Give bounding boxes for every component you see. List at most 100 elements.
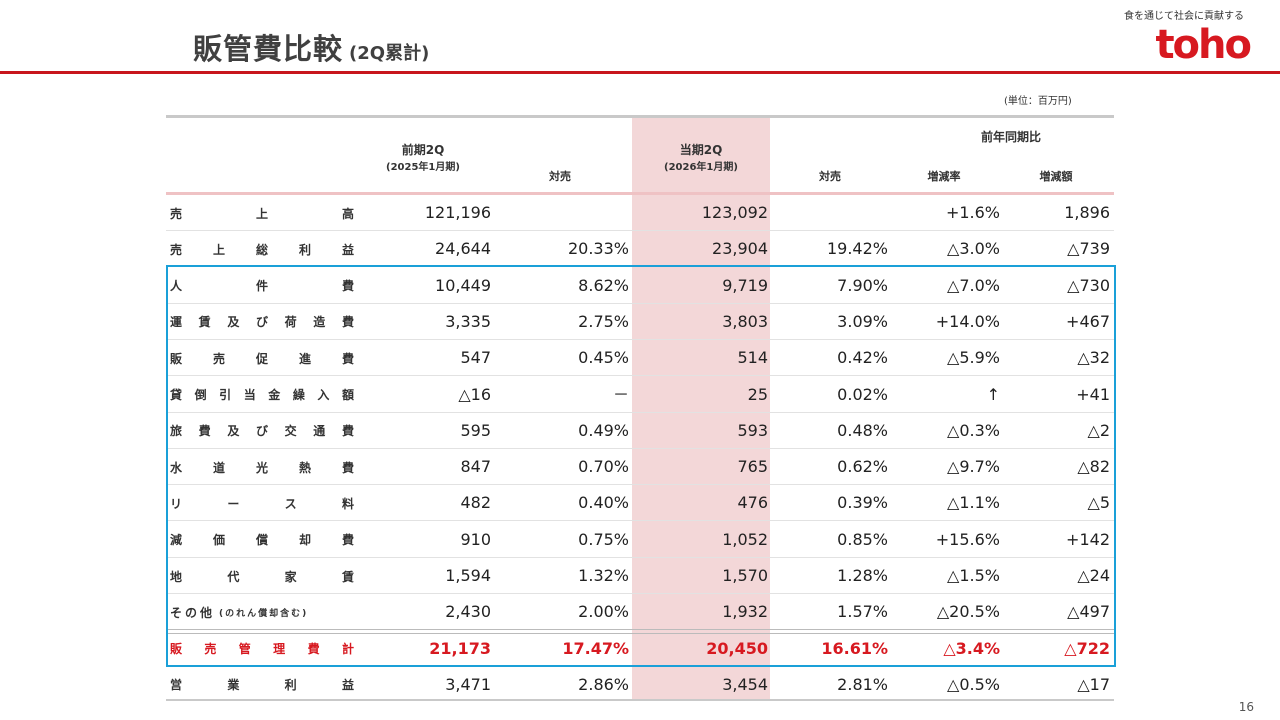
cell-curr: 123,092: [701, 203, 768, 222]
row-label-main: その他: [170, 605, 216, 620]
table-row: その他 (のれん償却含む) 2,430 2.00% 1,932 1.57% △20.5% △4…: [166, 594, 1114, 630]
cell-diff: +142: [1066, 529, 1110, 549]
cell-prev: 3,335: [445, 311, 491, 331]
row-divider: [166, 593, 1114, 594]
table-top-rule: [166, 115, 1114, 118]
current-period-highlight: [632, 117, 770, 700]
cell-prev-ratio: －: [612, 384, 629, 404]
row-label-char: 売: [212, 351, 225, 366]
row-label-char: 価: [212, 533, 225, 548]
cell-curr: 3,803: [722, 311, 768, 331]
row-label-char: 促: [255, 351, 268, 366]
col-diff-header: 増減額: [1039, 170, 1073, 183]
col-prev-header: 前期2Q: [401, 143, 445, 157]
row-label-char: 費: [341, 351, 354, 366]
cell-prev: 595: [460, 420, 491, 440]
table-row: 貸倒引当金繰入額 △16 － 25 0.02% ↑ +41: [166, 377, 1114, 413]
cell-curr-ratio: 0.48%: [837, 420, 888, 440]
col-prev-subheader: (2025年1月期): [386, 162, 460, 173]
cell-prev-ratio: 17.47%: [562, 638, 629, 658]
cell-curr-ratio: 0.85%: [837, 529, 888, 549]
cell-diff: △5: [1087, 493, 1110, 513]
cell-growth: +14.0%: [935, 311, 1000, 331]
page-number: 16: [1238, 700, 1254, 714]
table-bottom-rule: [166, 699, 1114, 701]
row-divider: [166, 556, 1114, 558]
row-label-char: 倒: [194, 388, 207, 402]
row-label-char: 却: [298, 533, 311, 548]
page-title: 販管費比較 (2Q累計): [193, 32, 430, 66]
row-label: その他 (のれん償却含む): [170, 594, 354, 630]
row-label-char: 賃: [341, 569, 354, 584]
cell-prev-ratio: 8.62%: [578, 275, 629, 295]
row-label-char: 益: [341, 678, 354, 693]
toho-logo: toho: [1155, 22, 1252, 68]
row-label-note: (のれん償却含む): [219, 608, 309, 619]
row-label-char: 通: [313, 424, 326, 439]
row-label: 水道光熱費: [170, 449, 354, 485]
row-label-char: 人: [170, 279, 183, 294]
cell-prev-ratio: 2.75%: [578, 311, 629, 331]
row-label-char: 代: [227, 569, 240, 584]
row-label-char: 費: [341, 279, 354, 294]
cell-curr-ratio: 1.28%: [837, 566, 888, 585]
cell-diff: △17: [1077, 674, 1110, 694]
row-label-char: 売: [170, 206, 183, 221]
row-label-char: び: [255, 424, 268, 439]
cell-prev: 847: [460, 457, 491, 477]
row-divider: [166, 520, 1114, 522]
cell-prev: 482: [460, 493, 491, 513]
cell-growth: +15.6%: [935, 529, 1000, 549]
table-row-total: 販 売 管 理 費 計 21,173 17.47% 20,450 16.61% △3.4% △722: [166, 631, 1114, 667]
row-label-char: 営: [170, 678, 183, 693]
cell-prev-ratio: 0.49%: [578, 420, 629, 440]
row-label: 販売促進費: [170, 340, 354, 376]
row-label-char: 上: [255, 206, 268, 221]
cell-prev-ratio: 0.40%: [578, 493, 629, 513]
row-label-char: 及: [227, 424, 240, 439]
row-label-char: 旅: [170, 424, 183, 439]
row-label-char: 当: [243, 388, 256, 402]
cell-prev-ratio: 20.33%: [567, 239, 629, 259]
col-curr-header: 当期2Q: [679, 143, 723, 157]
table-row: 地 代 家 賃 1,594 1.32% 1,570 1.28% △1.5% △24: [166, 558, 1114, 594]
row-label-char: 金: [268, 388, 281, 402]
page-subtitle: (2Q累計): [349, 43, 430, 64]
row-label-char: 費: [341, 424, 354, 439]
cell-prev: 121,196: [424, 203, 491, 222]
row-label: 地代家賃: [170, 558, 354, 594]
cell-curr: 1,052: [722, 529, 768, 549]
row-label-char: 地: [170, 569, 183, 584]
col-growth-header: 増減率: [927, 170, 961, 183]
row-label-char: 費: [341, 533, 354, 548]
cell-growth: △1.5%: [947, 566, 1000, 585]
cell-diff: +467: [1066, 311, 1110, 331]
row-label: 運賃 及び 荷 造費: [170, 304, 354, 340]
row-label-char: 荷: [284, 315, 297, 330]
cell-prev: 910: [460, 529, 491, 549]
row-label-char: 管: [238, 642, 251, 657]
row-label: リース料: [170, 485, 354, 521]
row-label-char: 業: [227, 678, 240, 693]
cell-diff: △739: [1067, 239, 1110, 259]
cell-prev-ratio: 0.70%: [578, 457, 629, 477]
tagline: 食を通じて社会に貢献する: [1124, 11, 1244, 22]
row-label-char: 件: [255, 279, 268, 294]
row-label-char: 道: [212, 460, 225, 475]
table-row: リ ー ス 料 482 0.40% 476 0.39% △1.1% △5: [166, 485, 1114, 522]
row-label-char: 高: [341, 206, 354, 221]
table-row: 減 価 償 却 費 910 0.75% 1,052 0.85% +15.6% +142: [166, 522, 1114, 558]
col-prev-ratio-header: 対売: [549, 170, 571, 183]
cell-curr-ratio: 0.39%: [837, 493, 888, 513]
row-label: 減価償却費: [170, 522, 354, 558]
row-label-char: 運: [170, 315, 183, 330]
cell-prev-ratio: 1.32%: [578, 566, 629, 585]
row-label: 人件費: [170, 268, 354, 304]
cell-diff: △32: [1077, 348, 1110, 368]
col-curr-subheader: (2026年1月期): [664, 162, 738, 173]
row-divider: [166, 375, 1114, 377]
cell-curr: 1,932: [722, 602, 768, 622]
cell-curr: 25: [747, 384, 768, 404]
cell-curr: 593: [737, 420, 768, 440]
row-divider: [166, 484, 1114, 486]
